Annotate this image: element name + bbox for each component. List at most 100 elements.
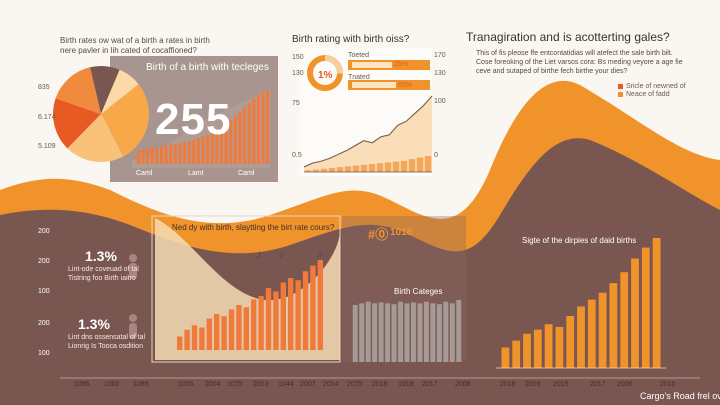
center-bar bbox=[295, 280, 301, 350]
pie-panel-bar bbox=[169, 144, 173, 164]
left-axis-label-3: 5.109 bbox=[38, 143, 56, 150]
center-bar bbox=[258, 296, 264, 350]
right-note-1: This of fis pleose ffe entcontatidias wi… bbox=[476, 50, 673, 57]
bottom-tick: 2016 bbox=[525, 381, 541, 388]
mid-title: Birth rating with birth oiss? bbox=[292, 34, 410, 45]
category-bar bbox=[365, 301, 371, 362]
center-bar bbox=[302, 271, 309, 350]
left-bottom-axis-4: 200 bbox=[38, 320, 50, 327]
center-bar bbox=[221, 316, 227, 350]
pie-panel-bar bbox=[266, 90, 270, 164]
pie-slice bbox=[52, 98, 101, 149]
bottom-tick: 1005 bbox=[178, 381, 194, 388]
pie-panel-bar bbox=[229, 120, 233, 164]
legend-swatch-1 bbox=[618, 84, 623, 89]
pie-panel-bar bbox=[206, 134, 210, 164]
pie-panel-bar bbox=[145, 148, 150, 164]
bottom-tick: 2014 bbox=[323, 381, 339, 388]
right-bar bbox=[652, 238, 661, 368]
pie-panel-xlabel-1: Caml bbox=[136, 170, 153, 177]
center-panel-title: Ned dy with birth, slaytting the birt ra… bbox=[172, 223, 335, 232]
stat-note-2a: Lint dns ossensatal of tal bbox=[68, 334, 146, 341]
pie-panel-bar bbox=[210, 132, 214, 164]
footer-label: Cargo's Road frel ove bbox=[640, 391, 720, 401]
bottom-tick: 2018 bbox=[500, 381, 516, 388]
pie-slice bbox=[101, 69, 139, 114]
category-bar bbox=[430, 303, 436, 362]
pie-panel-bar bbox=[219, 128, 224, 164]
right-bar bbox=[523, 333, 531, 368]
pie-panel-bar bbox=[243, 107, 247, 164]
pie-panel-title: Birth of a birth with tecleges bbox=[146, 62, 269, 73]
bottom-tick: 2016 bbox=[372, 381, 388, 388]
right-bar bbox=[512, 340, 521, 368]
right-bar bbox=[641, 247, 650, 368]
bottom-tick: 1044 bbox=[278, 381, 294, 388]
category-bar bbox=[352, 305, 358, 362]
left-bottom-axis-5: 100 bbox=[38, 350, 50, 357]
center-bar bbox=[199, 327, 205, 350]
bottom-tick: 1075 bbox=[227, 381, 243, 388]
center-bar bbox=[191, 325, 198, 350]
badge-icon: #⓪ bbox=[368, 227, 389, 242]
bottom-tick: 2008 bbox=[455, 381, 471, 388]
pie-panel-bar bbox=[196, 137, 200, 164]
mid-ytick-left-1: 150 bbox=[292, 54, 304, 61]
pie-panel-bar bbox=[247, 103, 251, 164]
right-bar bbox=[566, 316, 575, 368]
badge-label: 1018 bbox=[390, 227, 413, 238]
center-bar bbox=[243, 307, 249, 350]
category-bar bbox=[443, 301, 449, 362]
center-bar bbox=[184, 329, 190, 350]
music-notes-icon: ♬ bbox=[316, 249, 325, 259]
pie-panel-bar bbox=[178, 143, 182, 164]
right-bar bbox=[501, 347, 510, 368]
right-bar bbox=[555, 326, 564, 368]
mid-ytick-right-1: 170 bbox=[434, 52, 446, 59]
right-bar bbox=[598, 292, 607, 368]
bottom-tick: 1085 bbox=[133, 381, 149, 388]
right-title: Tranagiration and is acotterting gales? bbox=[466, 30, 670, 44]
category-bar bbox=[456, 300, 462, 362]
music-note-icon-1: ♪ bbox=[256, 247, 262, 261]
center-bar bbox=[177, 336, 183, 350]
right-legend-2: Neace of fadd bbox=[626, 91, 670, 98]
ring-chart-segment bbox=[307, 55, 343, 91]
bottom-tick: 2010 bbox=[660, 381, 676, 388]
pie-slice bbox=[55, 67, 101, 114]
mid-legend-2: Tnated bbox=[348, 74, 370, 81]
pie-panel-bar bbox=[173, 144, 177, 164]
birth-categories-label: Birth Categes bbox=[394, 287, 443, 296]
pie-panel-xlabel-2: Lamt bbox=[188, 170, 204, 177]
bottom-tick: 2006 bbox=[617, 381, 633, 388]
legend-box-fill-2 bbox=[352, 82, 396, 88]
right-chart-title: Sigte of the dirpies of daid births bbox=[522, 236, 637, 245]
center-bar bbox=[317, 260, 323, 350]
pie-panel-bar bbox=[164, 145, 168, 164]
bottom-tick: 2015 bbox=[553, 381, 569, 388]
bottom-tick: 1085 bbox=[74, 381, 90, 388]
category-bar bbox=[410, 302, 416, 362]
bottom-tick: 1018 bbox=[398, 381, 414, 388]
category-bar bbox=[417, 303, 423, 362]
category-bar bbox=[398, 301, 404, 362]
right-bar bbox=[631, 258, 639, 368]
pie-slice bbox=[67, 114, 124, 162]
person-icon bbox=[129, 254, 137, 262]
right-bar bbox=[533, 329, 542, 368]
mid-ytick-right-3: 100 bbox=[434, 98, 446, 105]
center-bar bbox=[228, 309, 235, 350]
center-bar bbox=[236, 305, 242, 350]
legend-box-fill-1 bbox=[352, 62, 392, 68]
stat-value-1: 1.3% bbox=[85, 248, 117, 264]
mid-ytick-right-2: 130 bbox=[434, 70, 446, 77]
pie-panel-bar bbox=[261, 92, 265, 164]
mid-ytick-right-4: 0 bbox=[434, 152, 438, 159]
person-icon bbox=[129, 314, 137, 322]
pie-panel-bar bbox=[252, 98, 256, 164]
mid-legend-pct-1: 25% bbox=[394, 61, 409, 68]
category-bar bbox=[436, 304, 442, 362]
left-bottom-axis-3: 100 bbox=[38, 288, 50, 295]
